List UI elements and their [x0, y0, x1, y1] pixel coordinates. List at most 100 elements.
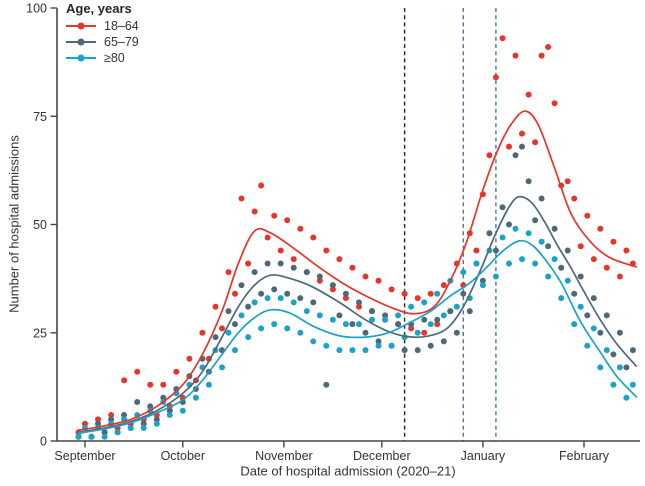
data-point-65-79 — [284, 290, 291, 297]
data-point-65-79 — [382, 312, 389, 319]
data-point-80-plus — [310, 338, 317, 345]
data-point-65-79 — [492, 247, 499, 254]
data-point-80-plus — [127, 425, 134, 431]
data-point-18-64 — [388, 286, 395, 293]
data-point-80-plus — [538, 238, 545, 245]
legend-item-18-64: 18–64 — [66, 18, 139, 34]
data-point-80-plus — [114, 429, 121, 436]
y-tick-label: 25 — [33, 326, 47, 340]
data-point-18-64 — [316, 277, 323, 284]
trend-line-18-64 — [77, 110, 638, 432]
data-point-80-plus — [290, 299, 297, 306]
data-point-18-64 — [499, 35, 506, 42]
data-point-65-79 — [603, 312, 610, 319]
data-point-18-64 — [356, 303, 362, 310]
data-point-80-plus — [421, 299, 428, 306]
data-point-80-plus — [336, 347, 343, 354]
data-point-18-64 — [421, 329, 428, 336]
x-tick-label: October — [161, 449, 205, 463]
data-point-18-64 — [616, 273, 623, 280]
data-point-65-79 — [251, 269, 258, 276]
data-point-80-plus — [205, 381, 212, 388]
data-point-80-plus — [140, 425, 147, 431]
data-point-80-plus — [610, 381, 617, 388]
data-point-80-plus — [525, 230, 532, 237]
data-point-65-79 — [427, 342, 434, 349]
data-point-80-plus — [473, 260, 480, 267]
data-point-80-plus — [245, 334, 252, 341]
data-point-80-plus — [271, 321, 278, 328]
data-point-65-79 — [101, 429, 108, 436]
data-point-18-64 — [525, 91, 532, 98]
data-point-80-plus — [479, 282, 486, 289]
data-point-18-64 — [199, 329, 206, 336]
legend-title: Age, years — [66, 1, 132, 16]
data-point-65-79 — [323, 381, 330, 388]
data-point-65-79 — [421, 316, 428, 323]
data-point-80-plus — [382, 316, 389, 323]
data-point-18-64 — [473, 247, 480, 254]
data-point-80-plus — [577, 303, 584, 310]
data-point-65-79 — [525, 178, 532, 185]
data-point-65-79 — [584, 312, 591, 319]
y-tick-label: 50 — [33, 218, 47, 232]
data-point-18-64 — [186, 355, 193, 362]
data-point-18-64 — [212, 303, 219, 310]
data-point-80-plus — [349, 347, 356, 354]
data-point-65-79 — [303, 269, 310, 276]
data-point-65-79 — [160, 394, 167, 401]
data-point-65-79 — [623, 364, 630, 371]
data-point-65-79 — [395, 321, 402, 328]
data-point-80-plus — [512, 225, 519, 232]
data-point-18-64 — [414, 295, 421, 302]
data-point-18-64 — [538, 52, 545, 59]
data-point-80-plus — [408, 303, 415, 310]
data-point-65-79 — [479, 277, 486, 284]
x-tick-label: December — [353, 449, 411, 463]
data-point-18-64 — [440, 282, 447, 289]
data-point-80-plus — [506, 260, 512, 267]
data-point-65-79 — [238, 282, 245, 289]
data-point-80-plus — [440, 312, 447, 319]
legend-marker-line-icon — [66, 22, 96, 30]
data-point-18-64 — [134, 368, 141, 375]
data-point-65-79 — [134, 399, 141, 405]
data-point-18-64 — [610, 238, 617, 245]
data-point-18-64 — [545, 44, 552, 50]
data-point-80-plus — [342, 321, 349, 328]
data-point-65-79 — [140, 420, 147, 427]
data-point-18-64 — [486, 152, 493, 159]
data-point-65-79 — [166, 407, 173, 414]
legend-item-80-plus: ≥80 — [66, 50, 139, 66]
data-point-80-plus — [571, 321, 578, 328]
data-point-65-79 — [258, 290, 265, 297]
data-point-18-64 — [427, 290, 434, 297]
y-tick-label: 0 — [40, 435, 47, 449]
data-point-80-plus — [519, 256, 525, 263]
data-point-65-79 — [558, 264, 565, 271]
data-point-18-64 — [519, 130, 525, 137]
data-point-65-79 — [538, 195, 545, 202]
data-point-18-64 — [121, 377, 128, 384]
data-point-65-79 — [486, 230, 493, 237]
data-point-80-plus — [375, 342, 382, 349]
data-point-18-64 — [434, 321, 441, 328]
data-point-65-79 — [356, 299, 362, 306]
data-point-80-plus — [369, 316, 375, 323]
data-point-65-79 — [375, 338, 382, 345]
data-point-18-64 — [258, 182, 265, 189]
x-axis-title: Date of hospital admission (2020–21) — [240, 463, 456, 479]
data-point-80-plus — [297, 329, 304, 336]
data-point-65-79 — [277, 260, 284, 267]
data-point-18-64 — [232, 290, 238, 297]
data-point-65-79 — [590, 295, 597, 302]
data-point-65-79 — [225, 308, 232, 315]
data-point-18-64 — [336, 256, 343, 263]
data-point-65-79 — [440, 338, 447, 345]
data-point-65-79 — [245, 303, 252, 310]
data-point-80-plus — [499, 234, 506, 241]
data-point-18-64 — [251, 208, 258, 215]
data-point-65-79 — [362, 329, 369, 336]
data-point-65-79 — [447, 308, 454, 315]
